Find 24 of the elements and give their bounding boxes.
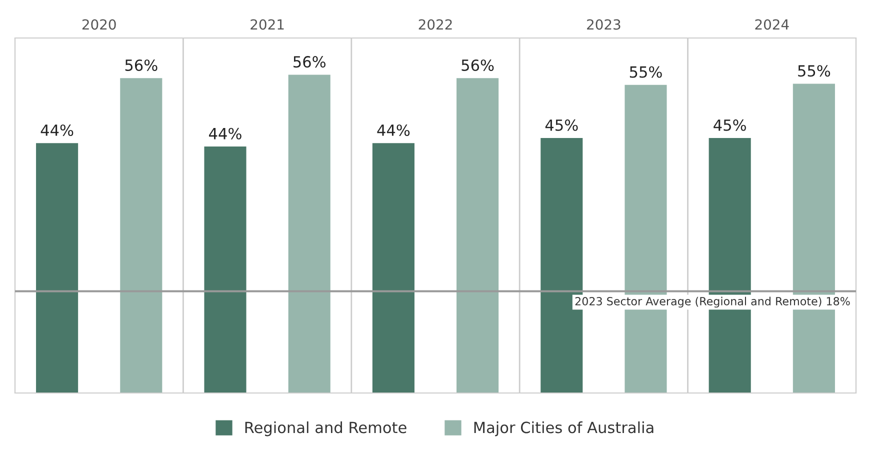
data-label: 44%	[209, 128, 242, 140]
data-label: 55%	[630, 66, 662, 78]
data-label: 45%	[545, 119, 578, 131]
legend-label: Regional and Remote	[245, 421, 406, 436]
data-label: 56%	[462, 59, 494, 72]
data-label: 44%	[40, 124, 74, 136]
data-label: 56%	[294, 56, 326, 68]
ref-line-label: 2023 Sector Average (Regional and Remote) 18%	[575, 296, 850, 308]
data-label: 56%	[125, 59, 158, 72]
bar	[456, 78, 499, 393]
data-label: 45%	[714, 119, 746, 131]
bar	[36, 143, 78, 393]
x-tick-label: 2020	[82, 19, 116, 30]
bar	[288, 74, 330, 393]
bar	[120, 78, 162, 393]
x-tick-label: 2023	[587, 19, 620, 30]
x-tick-label: 2024	[755, 19, 789, 30]
data-label: 55%	[798, 65, 830, 77]
x-tick-label: 2022	[418, 19, 452, 30]
x-tick-label: 2021	[250, 19, 284, 30]
bar	[372, 143, 414, 393]
bar	[204, 146, 246, 393]
legend-label: Major Cities of Australia	[474, 421, 654, 436]
data-label: 44%	[377, 124, 410, 136]
